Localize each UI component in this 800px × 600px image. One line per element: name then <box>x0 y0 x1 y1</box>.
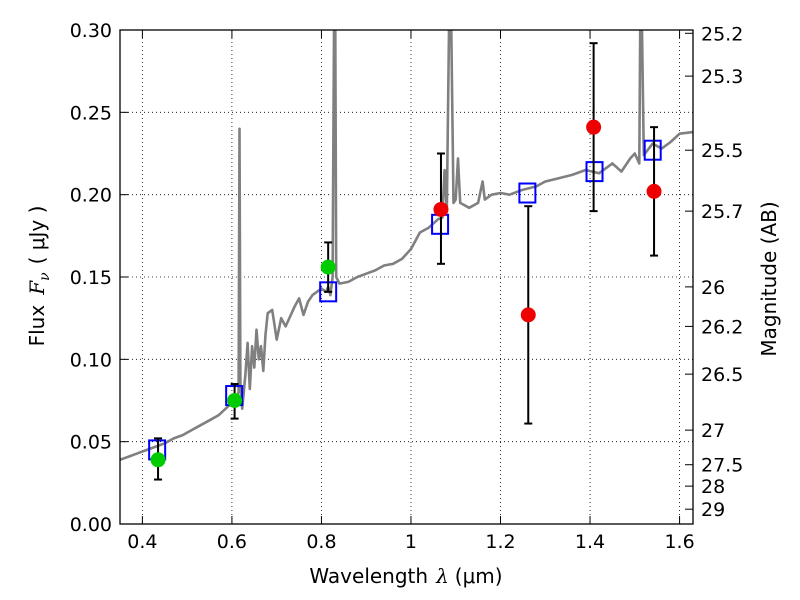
y-tick-label: 0.30 <box>70 20 112 42</box>
x-axis-label: Wavelength λ (μm) <box>309 564 502 588</box>
y-axis-label-symbol: F <box>25 280 49 296</box>
model-photometry-marker <box>518 182 537 204</box>
data-point <box>227 393 243 408</box>
y-tick-label: 0.05 <box>70 432 112 454</box>
x-tick-label: 0.4 <box>127 531 157 553</box>
sed-line <box>120 30 693 462</box>
y-tick-label: 0.20 <box>70 185 112 207</box>
y2-tick-label: 27.5 <box>701 455 743 477</box>
plot-area <box>120 30 693 481</box>
y-tick-label: 0.15 <box>70 267 112 289</box>
model-photometry-marker <box>643 139 662 161</box>
y-tick-label: 0.25 <box>70 102 112 124</box>
y2-tick-label: 28 <box>701 476 725 498</box>
y-axis-label: Flux Fν ( μJy ) <box>25 206 53 347</box>
axes: 0.4 0.6 0.8 1 1.2 1.4 1.6 0.00 0.05 0.10 0.15 0.20 0… <box>70 20 744 553</box>
data-point <box>520 307 536 323</box>
y2-tick-label: 25.7 <box>701 201 743 223</box>
series-observed-nir- <box>433 42 662 425</box>
y2-tick-label: 26 <box>701 277 725 299</box>
y2-tick-label: 26.2 <box>701 316 743 338</box>
y2-axis-label: Magnitude (AB) <box>757 201 781 356</box>
data-point <box>150 452 166 468</box>
x-tick-label: 0.8 <box>306 531 336 553</box>
y2-tick-label: 25.3 <box>701 66 743 88</box>
x-tick-label: 1.2 <box>485 531 515 553</box>
x-axis-label-unit: (μm) <box>455 564 503 588</box>
series-observed-optical- <box>150 241 336 481</box>
x-axis-label-text: Wavelength <box>309 564 428 588</box>
series-model-sed <box>120 30 693 462</box>
y-axis-label-subscript: ν <box>37 272 53 281</box>
y2-tick-label: 25.5 <box>701 140 743 162</box>
data-point <box>320 259 336 275</box>
y2-tick-label: 29 <box>701 499 725 521</box>
y-tick-label: 0.00 <box>70 514 112 536</box>
y-tick-label: 0.10 <box>70 349 112 371</box>
x-tick-label: 1.4 <box>575 531 605 553</box>
y-axis-label-unit: ( μJy ) <box>25 206 49 265</box>
y2-tick-label: 26.5 <box>701 364 743 386</box>
x-axis-label-symbol: λ <box>435 564 449 588</box>
x-tick-label: 1 <box>405 531 417 553</box>
y-axis-label-text: Flux <box>25 305 49 347</box>
y2-tick-label: 25.2 <box>701 23 743 45</box>
x-tick-label: 1.6 <box>664 531 694 553</box>
data-point <box>433 201 449 217</box>
y2-tick-label: 27 <box>701 420 725 442</box>
x-tick-label: 0.6 <box>217 531 247 553</box>
data-point <box>646 183 662 199</box>
data-point <box>586 119 602 135</box>
